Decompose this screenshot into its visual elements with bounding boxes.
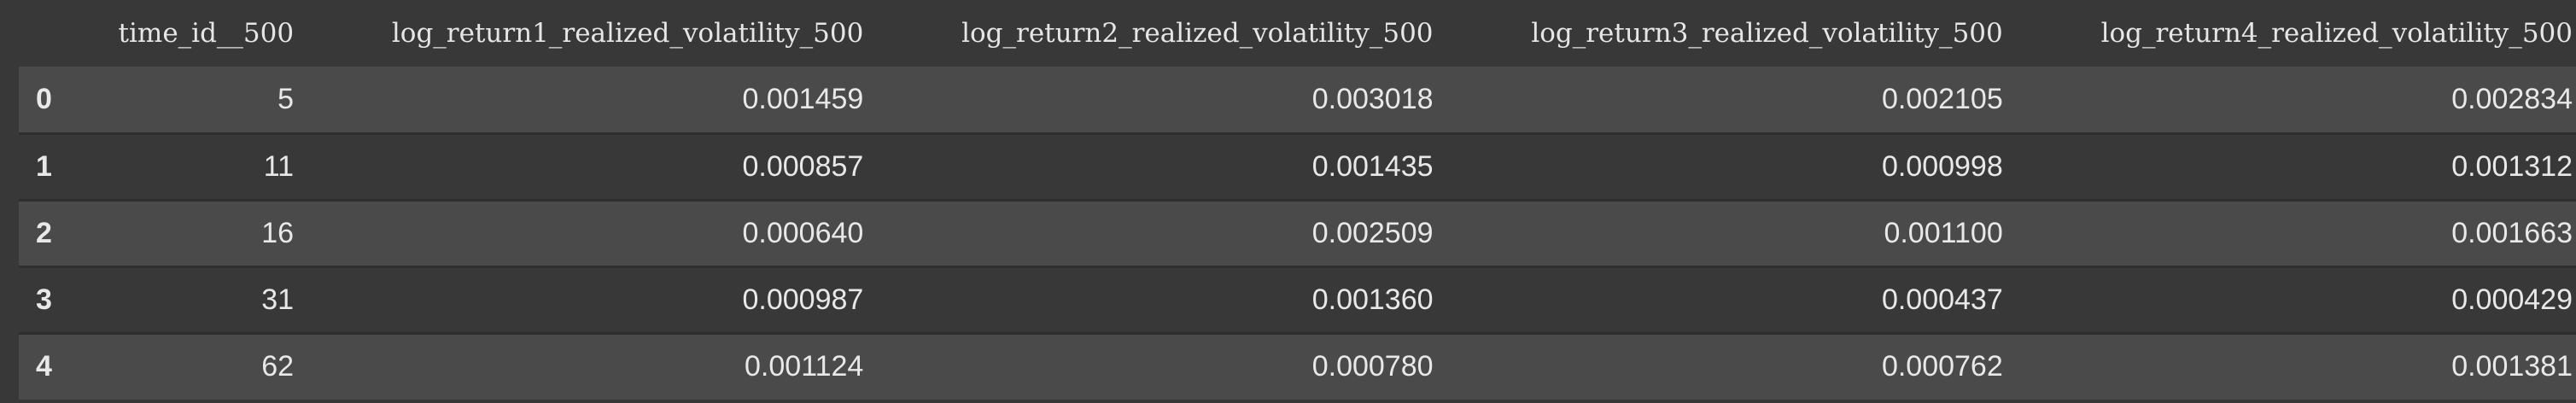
table-cell: 0.001100 (1436, 198, 2006, 266)
table-cell: 11 (68, 131, 298, 200)
table-cell: 0.000857 (297, 131, 867, 200)
table-cell: 16 (68, 198, 298, 266)
row-index: 1 (19, 131, 69, 200)
table-cell: 0.000762 (1436, 331, 2006, 400)
table-row: 2 16 0.000640 0.002509 0.001100 0.001663 (19, 198, 2576, 266)
index-header (19, 0, 69, 67)
table-cell: 62 (68, 331, 298, 400)
table-cell: 0.003018 (1311, 82, 1434, 115)
row-index: 4 (19, 331, 69, 400)
table-row: 1 11 0.000857 0.001435 0.000998 0.001312 (19, 131, 2576, 200)
table-cell: 0.000780 (867, 331, 1437, 400)
table-cell: 0.001459 (742, 82, 864, 115)
column-header-log-return4-rv: log_return4_realized_volatility_500 (2006, 0, 2576, 67)
table-cell: 0.000640 (297, 198, 867, 266)
table-cell: 0.000998 (1436, 131, 2006, 200)
table-cell: 5 (277, 82, 295, 115)
table-cell: 0.000987 (297, 265, 867, 333)
table-cell: 0.000437 (1436, 265, 2006, 333)
column-header-log-return3-rv: log_return3_realized_volatility_500 (1436, 0, 2006, 67)
table-cell: 0.001312 (2006, 131, 2576, 200)
table-cell: 31 (68, 265, 298, 333)
row-index: 3 (19, 265, 69, 333)
table-cell: 0.002834 (2451, 82, 2573, 115)
table-cell: 0.001381 (2006, 331, 2576, 400)
table-row: 4 62 0.001124 0.000780 0.000762 0.001381 (19, 331, 2576, 400)
table-row: 3 31 0.000987 0.001360 0.000437 0.000429 (19, 265, 2576, 333)
table-cell: 0.001435 (867, 131, 1437, 200)
header-row: time_id__500 log_return1_realized_volati… (19, 0, 2576, 67)
dataframe-table: time_id__500 log_return1_realized_volati… (19, 0, 2576, 400)
column-header-log-return1-rv: log_return1_realized_volatility_500 (297, 0, 867, 67)
table-row: 0 5 0.001459 0.003018 0.002105 0.002834 (19, 67, 2576, 133)
column-header-time-id: time_id__500 (68, 0, 298, 67)
table-cell: 0.001124 (297, 331, 867, 400)
table-cell: 0.002105 (1881, 82, 2003, 115)
table-cell: 0.001663 (2006, 198, 2576, 266)
column-header-log-return2-rv: log_return2_realized_volatility_500 (867, 0, 1437, 67)
row-index: 2 (19, 198, 69, 266)
row-index: 0 (36, 82, 52, 115)
table-cell: 0.000429 (2006, 265, 2576, 333)
table-cell: 0.001360 (867, 265, 1437, 333)
table-cell: 0.002509 (867, 198, 1437, 266)
